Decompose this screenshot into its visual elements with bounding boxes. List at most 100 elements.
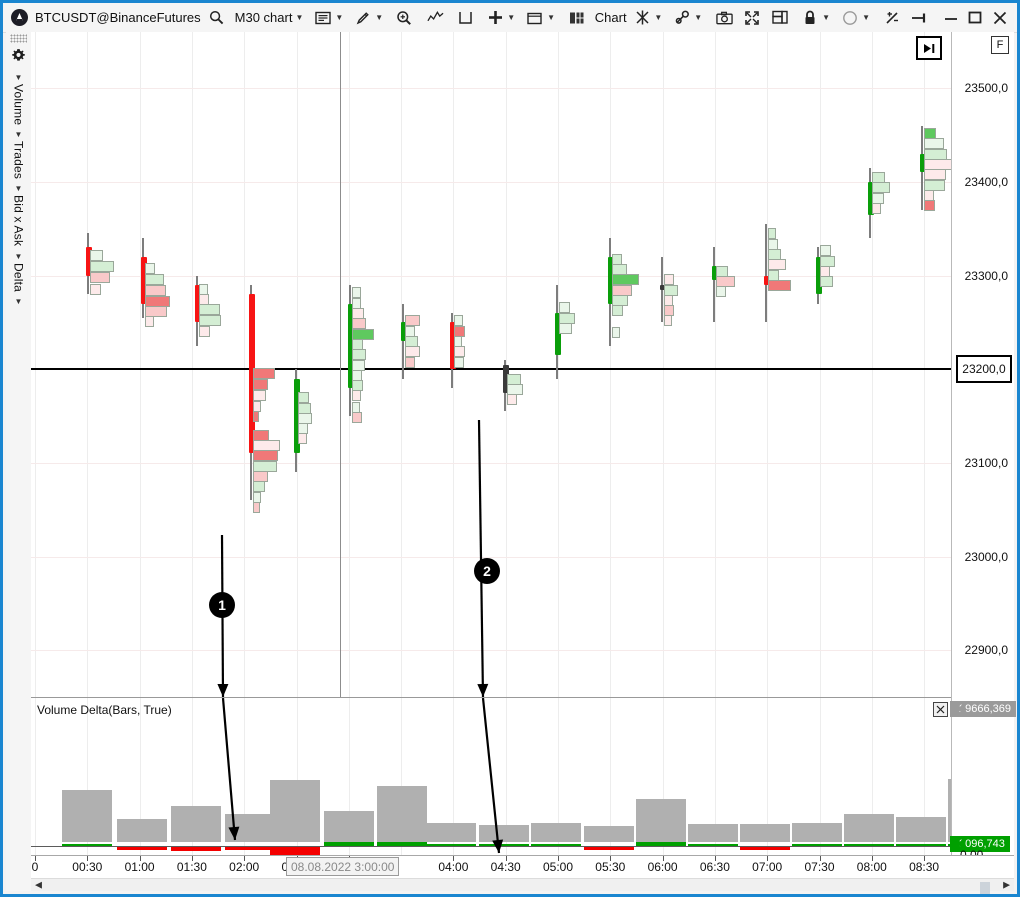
close-icon[interactable]	[987, 4, 1013, 31]
scroll-left-icon[interactable]: ◀	[35, 879, 42, 890]
sidebar-chevron-trades-icon[interactable]: ▼	[14, 130, 23, 140]
profile-row	[405, 356, 415, 368]
time-axis-tick	[35, 856, 36, 861]
gridline-horizontal	[31, 275, 952, 277]
symbol-label[interactable]: BTCUSDT@BinanceFutures	[35, 10, 201, 25]
volume-axis[interactable]: 29666,369 3096,743 0.00	[950, 697, 1016, 862]
price-axis-tick-label: 23500,0	[964, 81, 1008, 96]
layout-icon[interactable]	[564, 4, 590, 31]
candle-body	[555, 312, 561, 356]
fullscreen-icon[interactable]	[739, 4, 765, 31]
gridline-vertical	[139, 698, 141, 856]
price-scale-fit-button[interactable]: F	[991, 36, 1009, 54]
profile-row	[90, 272, 110, 284]
scroll-right-icon[interactable]: ▶	[1003, 879, 1010, 890]
camera-icon[interactable]	[711, 4, 737, 31]
sidebar-chevron-volume-icon[interactable]: ▼	[14, 73, 23, 82]
footprint-cluster	[868, 32, 890, 697]
circle-icon[interactable]	[839, 4, 861, 31]
window-icon[interactable]	[524, 4, 546, 31]
annotation-badge-1[interactable]: 1	[209, 592, 235, 618]
timeframe-chevron-down-icon[interactable]: ▼	[295, 13, 304, 22]
left-sidebar: ▼ Volume ▼ Trades ▼ Bid x Ask ▼ Delta ▼	[6, 32, 32, 891]
window-chevron-down-icon[interactable]: ▼	[547, 13, 556, 22]
scrollbar-thumb[interactable]	[980, 882, 990, 894]
sidebar-chevron-delta-icon[interactable]: ▼	[14, 251, 23, 261]
search-icon[interactable]	[206, 4, 228, 31]
time-axis-label: 05:00	[542, 860, 574, 874]
minimize-icon[interactable]	[939, 4, 963, 31]
skip-to-end-icon[interactable]	[916, 36, 942, 60]
zoom-icon[interactable]	[392, 4, 416, 31]
time-axis-tick	[244, 856, 246, 861]
horizontal-scrollbar[interactable]: ◀ ▶	[31, 878, 1014, 894]
circle-chevron-down-icon[interactable]: ▼	[862, 13, 871, 22]
gridline-horizontal	[31, 181, 952, 183]
profile-row	[454, 356, 464, 368]
sidebar-grip[interactable]	[10, 34, 27, 43]
price-axis[interactable]: F 23500,0 23400,0 23300,0 23100,0 23000,0 229…	[951, 32, 1014, 697]
pin-icon[interactable]	[907, 4, 933, 31]
price-axis-tick-label: 23400,0	[964, 174, 1008, 189]
gridline-horizontal	[31, 556, 952, 558]
candle-wick	[713, 247, 715, 323]
time-axis-label: 06:30	[699, 860, 730, 874]
time-axis-tick	[191, 856, 193, 861]
pencil-icon[interactable]	[352, 4, 374, 31]
chart-type-icon[interactable]	[312, 4, 334, 31]
close-panel-icon[interactable]	[933, 702, 948, 717]
candle-body	[764, 275, 770, 285]
magic-icon[interactable]	[879, 4, 905, 31]
maximize-icon[interactable]	[963, 4, 987, 31]
gridline-vertical	[139, 32, 141, 697]
sidebar-chevron-more-icon[interactable]: ▼	[14, 296, 23, 306]
profile-row	[145, 284, 166, 296]
pencil-chevron-down-icon[interactable]: ▼	[375, 13, 384, 22]
footprint-cluster	[195, 32, 221, 697]
measure-icon[interactable]	[452, 4, 478, 31]
atas-logo-icon	[6, 4, 32, 31]
sidebar-item-delta[interactable]: Delta	[11, 262, 26, 292]
sidebar-item-volume[interactable]: Volume	[11, 84, 26, 126]
candle-body	[348, 303, 354, 388]
sidebar-item-bid-x-ask[interactable]: Bid x Ask	[11, 195, 26, 247]
profile-row	[90, 261, 114, 273]
time-axis[interactable]: 000:3001:0001:3002:0002:3003:0004:0004:3…	[31, 855, 1014, 879]
profile-row	[507, 394, 517, 406]
crosshair-icon[interactable]	[631, 4, 653, 31]
candle-body	[660, 284, 666, 290]
link-icon[interactable]	[671, 4, 693, 31]
profile-row	[612, 305, 623, 317]
volume-bar	[377, 786, 427, 842]
lock-chevron-down-icon[interactable]: ▼	[822, 13, 831, 22]
link-chevron-down-icon[interactable]: ▼	[694, 13, 703, 22]
footprint-cluster	[348, 32, 374, 697]
gridline-vertical	[714, 698, 716, 856]
candle-body	[195, 284, 201, 323]
gear-icon[interactable]	[11, 48, 26, 68]
footprint-cluster	[660, 32, 678, 697]
time-axis-label: 07:30	[804, 860, 835, 874]
annotation-badge-2[interactable]: 2	[474, 558, 500, 584]
volume-bar	[844, 814, 894, 842]
delta-bar	[324, 842, 374, 847]
time-axis-tick	[610, 856, 612, 861]
sidebar-item-trades[interactable]: Trades	[11, 141, 26, 180]
copy-icon[interactable]	[767, 4, 793, 31]
chart-type-chevron-down-icon[interactable]: ▼	[335, 13, 344, 22]
time-axis-tick	[871, 856, 873, 861]
volume-delta-pane[interactable]: Volume Delta(Bars, True)	[31, 697, 952, 856]
delta-bar	[426, 844, 476, 847]
timeframe-label[interactable]: M30 chart	[234, 10, 293, 25]
add-icon[interactable]	[484, 4, 506, 31]
lock-icon[interactable]	[799, 4, 821, 31]
sidebar-chevron-bidask-icon[interactable]: ▼	[14, 184, 23, 194]
crosshair-chevron-down-icon[interactable]: ▼	[654, 13, 663, 22]
add-chevron-down-icon[interactable]: ▼	[507, 13, 516, 22]
volume-bar	[531, 823, 581, 842]
gridline-vertical	[296, 32, 298, 697]
gridline-vertical	[871, 32, 873, 697]
footprint-cluster	[141, 32, 170, 697]
indicator-icon[interactable]	[422, 4, 448, 31]
